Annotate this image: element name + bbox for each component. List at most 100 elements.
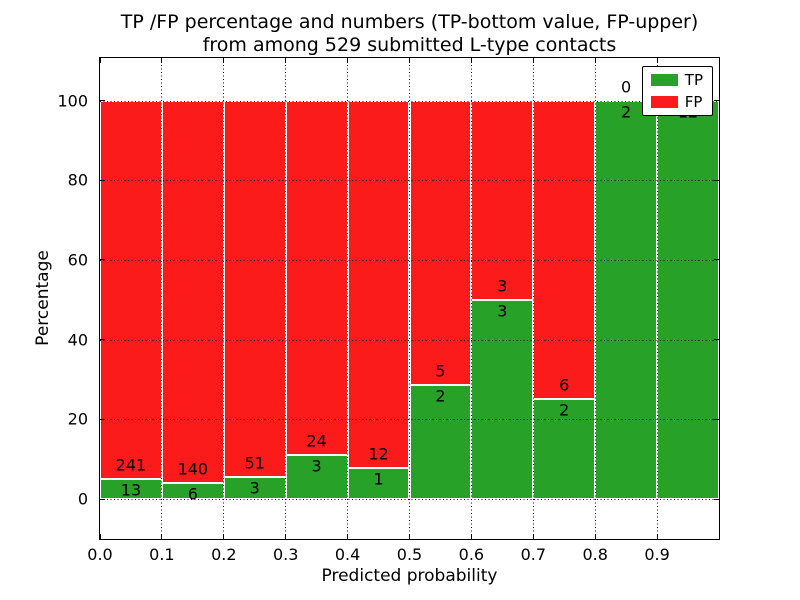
bar-slot bbox=[657, 100, 719, 499]
x-tick-mark bbox=[161, 534, 163, 539]
x-tick-mark bbox=[99, 58, 101, 63]
y-tick-label: 60 bbox=[67, 250, 88, 270]
plot-area: 24113140651324312152336202012 TP FP bbox=[99, 57, 720, 540]
tp-count-label: 3 bbox=[249, 478, 260, 498]
y-tick-mark bbox=[714, 100, 719, 101]
x-tick-mark bbox=[594, 58, 596, 63]
tp-count-label: 2 bbox=[621, 102, 632, 121]
fp-count-label: 241 bbox=[115, 455, 147, 475]
y-tick-label: 0 bbox=[77, 489, 88, 509]
bar-slot bbox=[409, 100, 472, 499]
x-tick-mark bbox=[656, 534, 658, 539]
x-tick-mark bbox=[285, 534, 287, 539]
bar-segment-fp bbox=[161, 100, 224, 483]
bar-segment-tp bbox=[533, 399, 596, 499]
fp-count-label: 12 bbox=[368, 444, 389, 464]
x-tick-label: 0.2 bbox=[211, 545, 237, 564]
bar-segment-fp bbox=[409, 100, 472, 386]
x-tick-mark bbox=[656, 58, 658, 63]
x-tick-label: 0.4 bbox=[334, 545, 361, 564]
bar-segment-fp bbox=[471, 100, 534, 300]
x-tick-mark bbox=[532, 534, 534, 539]
x-tick-mark bbox=[409, 534, 410, 539]
bar-slot bbox=[161, 100, 224, 499]
y-tick-mark bbox=[100, 100, 105, 101]
y-tick-mark bbox=[100, 498, 105, 500]
fp-count-label: 51 bbox=[244, 453, 265, 473]
y-tick-label: 80 bbox=[67, 170, 88, 190]
bar-segment-fp bbox=[533, 100, 596, 400]
legend-label-tp: TP bbox=[684, 71, 703, 89]
fp-count-label: 3 bbox=[497, 276, 508, 296]
x-axis-label: Predicted probability bbox=[321, 566, 498, 586]
chart-title-line1: TP /FP percentage and numbers (TP-bottom… bbox=[120, 11, 699, 33]
fp-count-label: 5 bbox=[435, 361, 446, 381]
tp-count-label: 6 bbox=[187, 484, 198, 504]
y-axis-label: Percentage bbox=[33, 250, 53, 346]
y-tick-label: 20 bbox=[67, 409, 88, 429]
tp-count-label: 3 bbox=[311, 456, 322, 476]
legend-item-fp: FP bbox=[650, 93, 703, 111]
y-tick-label: 40 bbox=[67, 330, 88, 350]
y-tick-mark bbox=[100, 259, 105, 261]
x-tick-mark bbox=[470, 534, 472, 539]
x-tick-label: 0.0 bbox=[87, 545, 113, 564]
tp-count-label: 1 bbox=[373, 469, 384, 489]
x-tick-label: 0.3 bbox=[272, 545, 299, 564]
bar-segment-tp bbox=[347, 468, 410, 499]
x-tick-mark bbox=[161, 58, 163, 63]
bar-slot bbox=[100, 100, 162, 499]
chart-title-line2: from among 529 submitted L-type contacts bbox=[202, 34, 617, 56]
x-tick-label: 0.6 bbox=[458, 545, 485, 564]
tp-color-swatch bbox=[650, 74, 678, 86]
y-tick-mark bbox=[100, 418, 105, 420]
fp-count-label: 0 bbox=[621, 77, 632, 96]
x-tick-mark bbox=[223, 534, 225, 539]
x-tick-mark bbox=[347, 534, 349, 539]
tp-count-label: 2 bbox=[435, 386, 446, 406]
bar-segment-fp bbox=[223, 100, 286, 477]
x-tick-label: 0.5 bbox=[396, 545, 423, 564]
bar-segment-tp bbox=[409, 385, 472, 499]
y-tick-mark bbox=[100, 179, 105, 181]
y-tick-mark bbox=[100, 339, 105, 341]
x-tick-label: 0.9 bbox=[644, 545, 670, 564]
bar-segment-fp bbox=[347, 100, 410, 469]
legend: TP FP bbox=[641, 66, 713, 116]
bar-slot bbox=[347, 100, 410, 499]
bar-segment-fp bbox=[100, 100, 162, 479]
x-tick-mark bbox=[409, 58, 410, 63]
bar-segment-tp bbox=[471, 299, 534, 499]
tp-count-label: 3 bbox=[497, 301, 508, 321]
y-tick-label: 100 bbox=[57, 91, 88, 110]
bar-slot bbox=[533, 100, 596, 499]
legend-item-tp: TP bbox=[650, 71, 703, 89]
tp-count-label: 13 bbox=[120, 480, 142, 500]
bar-segment-tp bbox=[657, 100, 719, 499]
bar-slot bbox=[595, 100, 658, 499]
x-tick-mark bbox=[285, 58, 287, 63]
fp-count-label: 140 bbox=[177, 459, 209, 479]
tp-count-label: 2 bbox=[559, 400, 570, 420]
x-tick-mark bbox=[470, 58, 472, 63]
fp-color-swatch bbox=[650, 96, 678, 108]
bar-slot bbox=[471, 100, 534, 499]
y-tick-mark bbox=[714, 498, 719, 500]
fp-count-label: 24 bbox=[306, 431, 327, 451]
fp-count-label: 6 bbox=[559, 375, 570, 395]
legend-label-fp: FP bbox=[684, 93, 703, 111]
bar-segment-tp bbox=[595, 100, 658, 499]
y-tick-mark bbox=[714, 339, 719, 341]
y-tick-mark bbox=[714, 179, 719, 181]
x-tick-mark bbox=[347, 58, 349, 63]
y-tick-mark bbox=[714, 259, 719, 261]
x-tick-mark bbox=[532, 58, 534, 63]
x-tick-label: 0.8 bbox=[582, 545, 608, 564]
x-tick-mark bbox=[594, 534, 596, 539]
y-tick-mark bbox=[714, 418, 719, 420]
bar-slot bbox=[223, 100, 286, 499]
x-tick-label: 0.1 bbox=[149, 545, 175, 564]
bar-segment-fp bbox=[285, 100, 348, 455]
x-tick-mark bbox=[223, 58, 225, 63]
